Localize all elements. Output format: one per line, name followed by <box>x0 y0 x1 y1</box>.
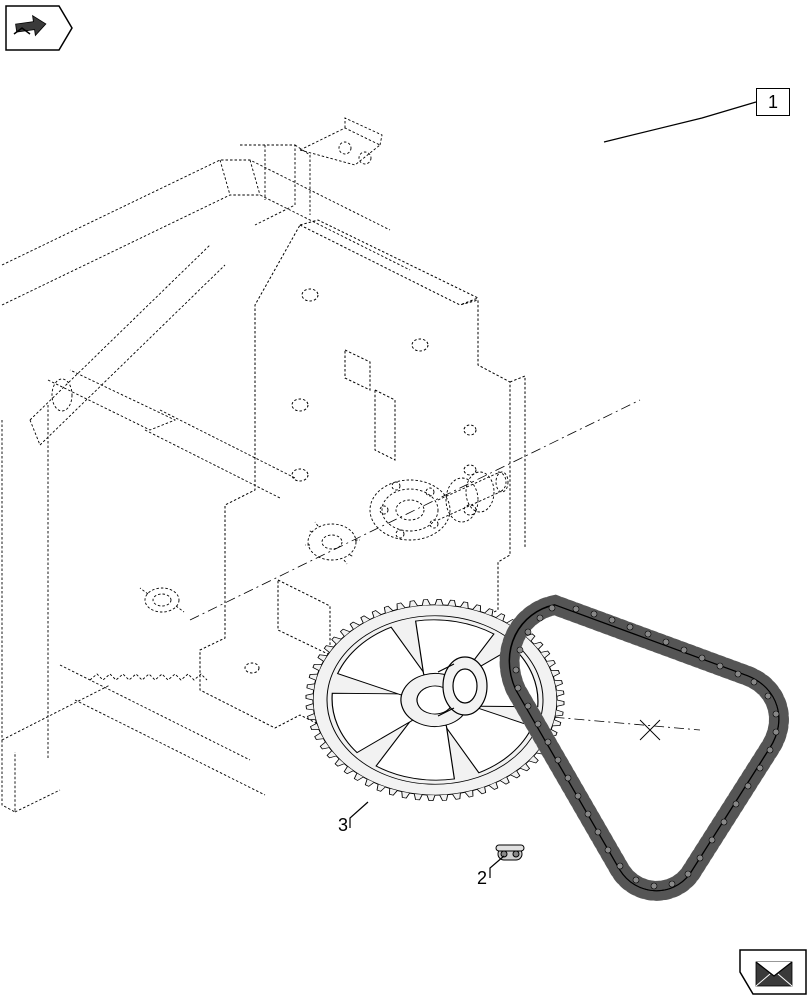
callout-3-label: 3 <box>338 815 348 836</box>
callout-box-1: 1 <box>756 88 790 116</box>
callout-2-label: 2 <box>477 868 487 889</box>
parts-diagram <box>0 0 812 1000</box>
master-link-part-2 <box>496 845 524 860</box>
callout-1-label: 1 <box>768 92 778 112</box>
chain-part <box>509 605 779 891</box>
